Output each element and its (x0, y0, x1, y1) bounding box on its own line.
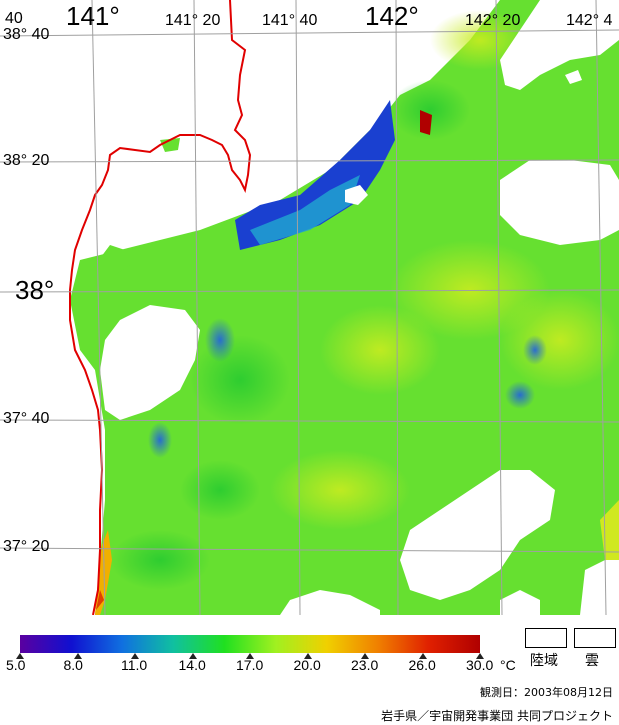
colorbar-tick-mark (476, 653, 484, 659)
cloud-legend-swatch (574, 628, 616, 648)
lat-label-38-40: 38° 40 (3, 26, 50, 43)
lon-label-142: 142° (365, 1, 419, 31)
lon-label-142-40: 142° 4 (566, 12, 613, 29)
observation-date: 観測日：2003年08月12日 (480, 686, 613, 699)
lon-label-141: 141° (66, 1, 120, 31)
corner-label: 40 (5, 10, 23, 27)
lat-label-38-20: 38° 20 (3, 152, 50, 169)
lat-label-37-40: 37° 40 (3, 410, 50, 427)
cold-band (235, 100, 395, 250)
temperature-colorbar (20, 635, 480, 653)
land-legend-label: 陸域 (530, 653, 558, 669)
colorbar-tick-label: 5.0 (6, 657, 26, 673)
colorbar-unit: °C (500, 657, 516, 673)
cloud-area (100, 305, 200, 420)
colorbar-tick-mark (188, 653, 197, 659)
colorbar-tick-mark (418, 653, 427, 659)
lat-label-37-20: 37° 20 (3, 538, 50, 555)
sea-area (70, 0, 619, 615)
lon-label-142-20: 142° 20 (465, 12, 521, 29)
colorbar-tick-mark (246, 653, 254, 659)
colorbar-tick-label: 17.0 (236, 657, 264, 673)
cloud-legend-label: 雲 (585, 653, 599, 669)
graticule (0, 0, 619, 615)
land-legend-swatch (525, 628, 567, 648)
colorbar-tick-label: 14.0 (178, 657, 206, 673)
colorbar-tick-label: 8.0 (63, 657, 83, 673)
colorbar-tick-mark (303, 653, 312, 659)
lat-label-38: 38° (15, 275, 55, 305)
colorbar-tick-mark (131, 653, 139, 659)
colorbar-tick-label: 26.0 (408, 657, 436, 673)
lon-label-141-20: 141° 20 (165, 12, 221, 29)
colorbar-tick-label: 23.0 (351, 657, 379, 673)
colorbar-tick-label: 30.0 (466, 657, 494, 673)
colorbar-tick-mark (16, 653, 24, 659)
coastline (69, 0, 252, 615)
colorbar-tick-label: 20.0 (293, 657, 321, 673)
colorbar-gradient (20, 635, 480, 653)
credit-line: 岩手県／宇宙開発事業団 共同プロジェクト (381, 709, 613, 723)
lon-label-141-40: 141° 40 (262, 12, 318, 29)
colorbar-tick-mark (73, 653, 82, 659)
sea-surface-temperature-map (0, 0, 619, 615)
colorbar-tick-mark (361, 653, 369, 659)
colorbar-tick-label: 11.0 (121, 657, 148, 673)
